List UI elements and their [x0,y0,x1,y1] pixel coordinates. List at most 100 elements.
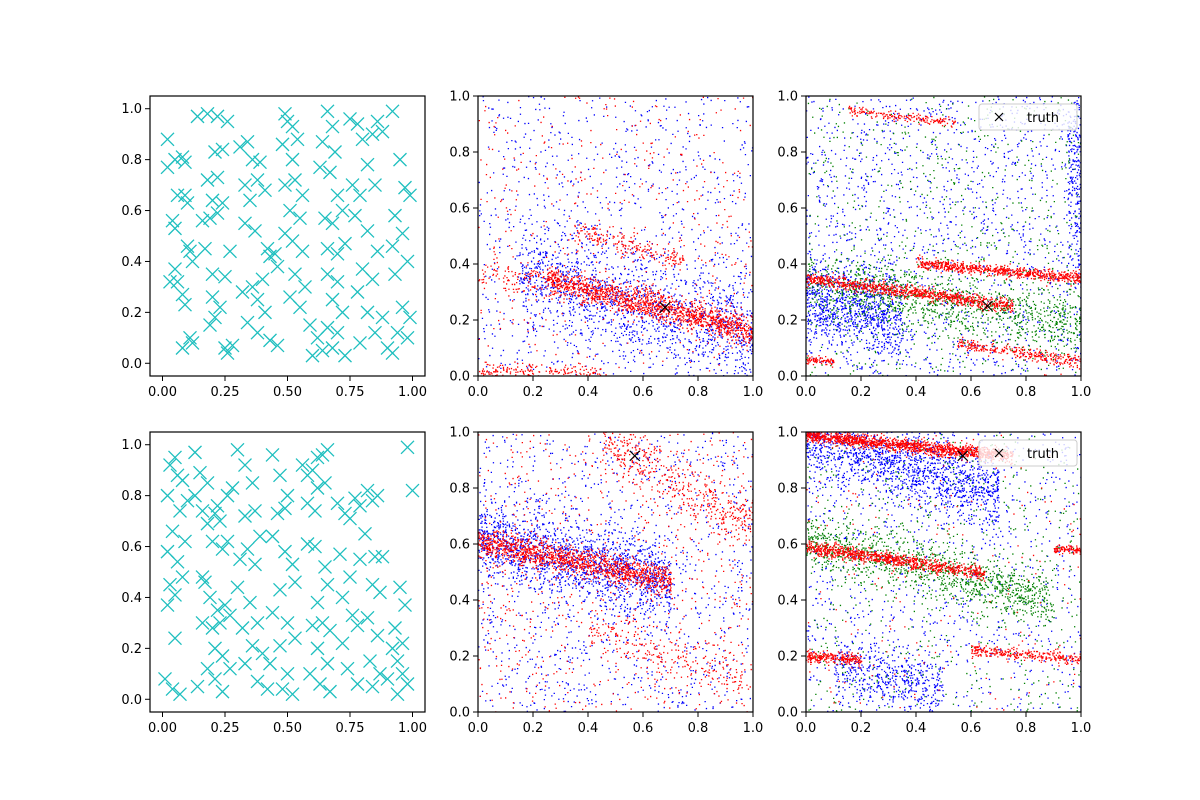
axes-frame [477,95,754,377]
y-tick-label: 0.0 [777,706,798,721]
x-marker [165,682,180,697]
x-marker [398,180,412,195]
x-marker [310,595,325,610]
x-marker [385,346,400,361]
x-marker [343,570,357,585]
x-marker [398,598,412,613]
x-marker [293,211,307,226]
x-marker [363,654,377,669]
x-marker [305,348,320,363]
x-marker [268,246,282,261]
axes-frame [805,95,1082,377]
x-marker [245,638,260,653]
x-marker [253,155,267,170]
x-marker [160,132,175,147]
x-marker [373,666,387,681]
x-tick-label: 0.6 [633,721,654,736]
x-marker [195,503,210,518]
x-marker [205,193,220,208]
x-tick-label: 0.4 [578,721,599,736]
x-marker [193,465,207,480]
scatter-points [478,432,753,712]
x-tick-label: 0.8 [688,385,709,400]
x-marker [350,618,365,633]
x-marker [325,216,340,231]
x-marker [175,287,190,302]
x-marker [163,577,177,592]
plot-area-p12 [478,96,753,376]
x-marker [188,488,202,503]
x-marker [368,549,382,564]
x-marker [400,440,415,455]
x-marker [263,333,277,348]
x-tick-label: 0.6 [633,385,654,400]
x-marker [175,473,190,488]
x-marker [208,310,222,325]
y-tick-label: 0.6 [777,538,798,553]
x-marker [403,310,417,325]
x-marker [178,188,192,203]
x-marker [320,656,335,671]
x-marker [395,636,410,651]
x-marker [260,241,275,256]
y-tick-label: 0.0 [121,357,142,372]
x-marker [395,226,410,241]
x-marker [330,325,345,340]
x-marker [275,137,290,152]
x-marker [335,590,350,605]
x-marker [280,488,295,503]
x-marker [170,274,185,289]
x-marker [210,170,225,185]
x-marker [365,127,380,142]
x-marker [303,318,317,333]
truth-marker [982,300,993,312]
y-tick-label: 0.0 [449,706,470,721]
x-marker [340,661,355,676]
subplot-p23: 0.0 0.2 0.4 0.6 0.8 1.0 0.0 0.2 0.4 0.6 0.8 1.0 trut… [777,426,1091,737]
x-tick-label: 0.2 [851,385,872,400]
x-marker [295,244,310,259]
x-marker [250,173,265,187]
y-tick-label: 1.0 [777,90,798,105]
y-tick-label: 0.2 [449,314,470,329]
x-marker [310,450,325,465]
x-marker [325,292,340,307]
y-tick-label: 0.6 [121,204,142,219]
x-marker [238,178,252,193]
x-marker [175,150,190,165]
x-marker [178,534,192,549]
x-marker [180,493,195,508]
x-marker [353,552,367,567]
x-marker [295,188,310,203]
x-tick-label: 0.75 [336,385,365,400]
truth-marker [629,450,641,462]
x-marker [203,590,217,605]
x-tick-label: 0.4 [906,721,927,736]
x-marker [318,559,332,574]
x-marker [258,305,272,320]
x-marker [223,608,237,623]
x-marker [350,117,365,131]
x-marker [213,300,227,315]
subplot-p22: 0.0 0.2 0.4 0.6 0.8 1.0 0.0 0.2 0.4 0.6 0.8 1.0 [449,426,763,737]
x-marker [388,267,402,282]
x-marker [170,554,185,569]
x-marker [240,542,255,557]
x-marker [313,677,327,691]
x-marker [218,269,232,284]
x-marker [335,203,350,218]
x-marker [255,646,270,661]
x-marker [320,577,335,592]
x-marker [213,615,227,630]
plot-area-p21 [158,440,420,702]
x-marker [190,679,205,694]
y-tick-label: 0.8 [121,153,142,168]
x-marker [170,188,185,203]
x-marker [373,585,387,600]
x-tick-label: 0.50 [273,385,302,400]
x-marker [168,152,182,167]
axes-frame [477,431,754,713]
x-tick-label: 0.0 [468,721,489,736]
x-marker [203,211,217,226]
